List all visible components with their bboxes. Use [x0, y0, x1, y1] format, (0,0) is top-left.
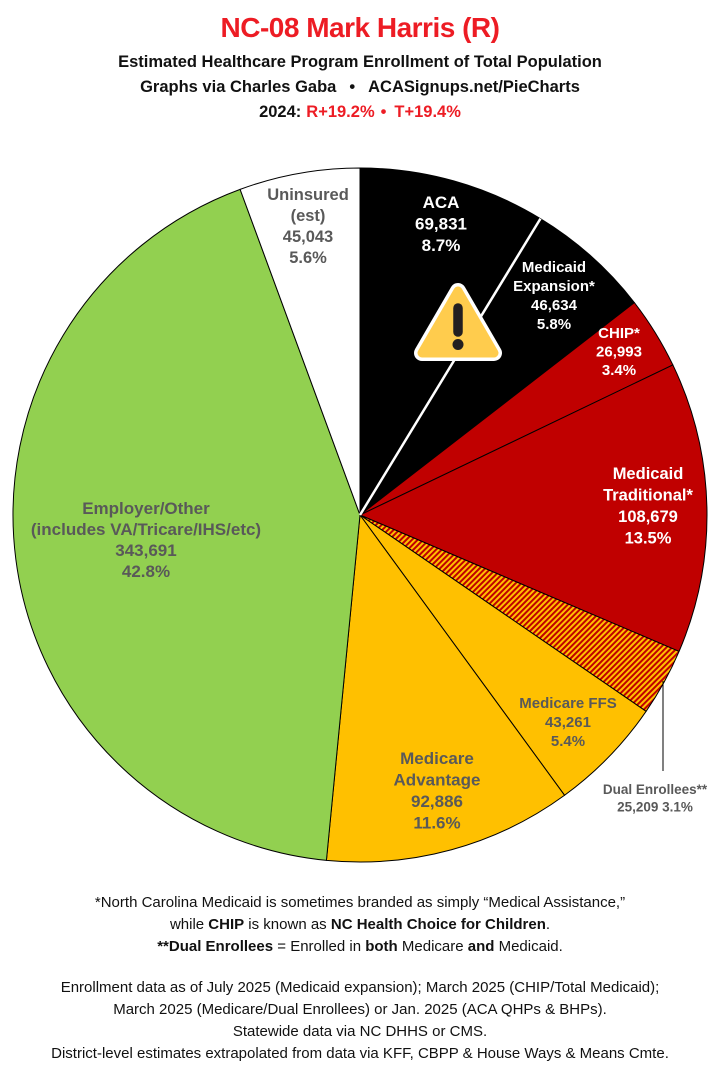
lean-t-value: T+19.4% — [394, 103, 461, 121]
source-line-2: March 2025 (Medicare/Dual Enrollees) or … — [113, 1001, 607, 1018]
chart-subtitle: Estimated Healthcare Program Enrollment … — [118, 53, 602, 71]
slice-label-medicaid-traditional: Traditional* — [603, 487, 693, 505]
slice-label-chip: CHIP* — [598, 325, 640, 342]
slice-separator-line — [358, 217, 542, 516]
slice-label-medicaid-expansion: Medicaid — [522, 259, 586, 276]
pie-slice-medicare-advantage — [325, 514, 566, 863]
page-title: NC-08 Mark Harris (R) — [220, 12, 500, 43]
slice-label-aca: 8.7% — [422, 236, 461, 255]
slice-label-aca: 69,831 — [415, 215, 467, 234]
source-line-3: Statewide data via NC DHHS or CMS. — [232, 1023, 488, 1040]
slice-label-medicaid-expansion: Expansion* — [513, 278, 595, 295]
slice-label-chip: 26,993 — [596, 344, 642, 361]
slice-label-aca: ACA — [423, 193, 460, 212]
slice-label-dual-enrollees: Dual Enrollees** — [603, 782, 708, 797]
credit-bullet-icon: • — [349, 78, 356, 96]
credit-site: ACASignups.net/PieCharts — [368, 78, 580, 96]
credit-line: Graphs via Charles Gaba • ACASignups.net/P… — [0, 75, 720, 100]
slice-label-employer-other: 42.8% — [122, 562, 170, 581]
chart-header: NC-08 Mark Harris (R) Estimated Healthca… — [0, 0, 720, 125]
pie-slice-employer-other — [12, 188, 361, 861]
warning-icon — [414, 283, 502, 361]
slice-label-medicaid-expansion: 46,634 — [531, 297, 578, 314]
slice-label-medicare-advantage: Advantage — [394, 771, 481, 790]
slice-label-dual-enrollees: 25,209 3.1% — [617, 800, 693, 815]
slice-label-chip: 3.4% — [602, 362, 636, 379]
slice-label-medicare-advantage: 11.6% — [413, 814, 460, 833]
source-line-4: District-level estimates extrapolated fr… — [51, 1045, 669, 1062]
slice-label-medicaid-traditional: Medicaid — [613, 465, 684, 483]
pie-slice-medicaid-expansion — [359, 218, 635, 516]
pie-slice-medicaid-traditional — [359, 364, 708, 652]
lean-r-value: R+19.2% — [306, 103, 375, 121]
footnote-block: *North Carolina Medicaid is sometimes br… — [0, 892, 720, 958]
slice-label-medicare-advantage: 92,886 — [411, 792, 463, 811]
footnote-line-2: while CHIP is known as NC Health Choice … — [169, 916, 551, 933]
footnote-line-3: **Dual Enrollees = Enrolled in both Medi… — [157, 938, 563, 955]
slice-label-employer-other: Employer/Other — [82, 499, 210, 518]
credit-author: Graphs via Charles Gaba — [140, 78, 337, 96]
slice-label-medicare-advantage: Medicare — [400, 749, 474, 768]
slice-label-medicaid-expansion: 5.8% — [537, 316, 571, 333]
slice-label-employer-other: 343,691 — [115, 541, 176, 560]
slice-label-uninsured: (est) — [291, 207, 326, 225]
source-block: Enrollment data as of July 2025 (Medicai… — [0, 977, 720, 1065]
slice-label-employer-other: (includes VA/Tricare/IHS/etc) — [31, 520, 261, 539]
slice-label-medicare-ffs: 43,261 — [545, 714, 591, 731]
footnote-line-1: *North Carolina Medicaid is sometimes br… — [94, 894, 626, 911]
lean-bullet-icon: • — [380, 103, 387, 121]
slice-label-medicaid-traditional: 108,679 — [618, 508, 678, 526]
slice-label-medicaid-traditional: 13.5% — [625, 530, 672, 548]
pie-slice-uninsured — [239, 167, 361, 516]
partisan-lean-line: 2024: R+19.2% • T+19.4% — [0, 100, 720, 125]
slice-label-uninsured: Uninsured — [267, 186, 349, 204]
slice-label-uninsured: 45,043 — [283, 228, 333, 246]
slice-label-uninsured: 5.6% — [289, 249, 327, 267]
slice-label-medicare-ffs: Medicare FFS — [519, 695, 617, 712]
slice-label-medicare-ffs: 5.4% — [551, 733, 585, 750]
lean-year-label: 2024: — [259, 103, 302, 121]
source-line-1: Enrollment data as of July 2025 (Medicai… — [60, 979, 660, 996]
